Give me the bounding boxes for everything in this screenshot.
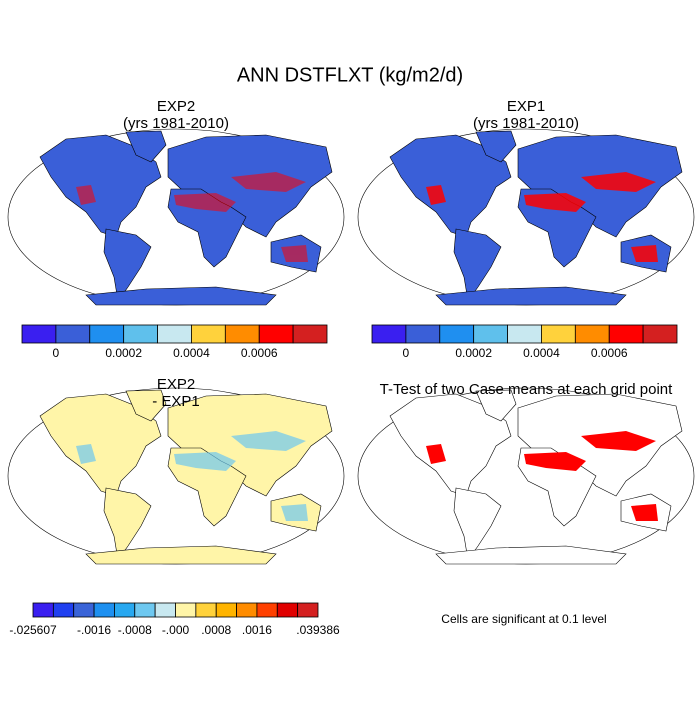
colorbar-label: 0.0006 — [241, 346, 278, 360]
colorbar-label: -.000 — [162, 623, 190, 637]
colorbar-box — [371, 324, 407, 344]
colorbar-box — [473, 324, 508, 344]
colorbar-box — [405, 324, 441, 344]
colorbar-box — [439, 324, 475, 344]
colorbar-box — [134, 602, 156, 618]
colorbar-box — [276, 602, 299, 618]
colorbar-label: -.025607 — [9, 623, 57, 637]
colorbar-label: 0.0006 — [591, 346, 628, 360]
colorbar-label: -.0008 — [118, 623, 152, 637]
colorbar-label: .039386 — [296, 623, 340, 637]
colorbar-box — [256, 602, 278, 618]
colorbar-box — [52, 602, 75, 618]
panel-subtitle: - EXP1 — [152, 393, 200, 410]
map-difference — [7, 387, 345, 565]
panel-subtitle: (yrs 1981-2010) — [473, 115, 579, 132]
colorbar-box — [175, 602, 197, 618]
colorbar-label: 0.0002 — [105, 346, 142, 360]
colorbar-box — [507, 324, 542, 344]
colorbar-label: 0 — [403, 346, 410, 360]
colorbar-label: .0008 — [201, 623, 231, 637]
map-ttest — [357, 387, 695, 565]
significance-note: Cells are significant at 0.1 level — [441, 612, 606, 626]
colorbar-box — [157, 324, 192, 344]
colorbar-box — [236, 602, 258, 618]
colorbar-label: -.0016 — [77, 623, 111, 637]
colorbar-label: 0 — [53, 346, 60, 360]
colorbar-box — [292, 324, 328, 344]
colorbar-box — [73, 602, 95, 618]
colorbar-box — [154, 602, 176, 618]
panel-title: EXP2 — [157, 376, 195, 393]
colorbar-box — [541, 324, 576, 344]
colorbar-box — [195, 602, 217, 618]
panel-subtitle: (yrs 1981-2010) — [123, 115, 229, 132]
figure-title: ANN DSTFLXT (kg/m2/d) — [237, 64, 463, 86]
panel-title: T-Test of two Case means at each grid po… — [380, 381, 673, 398]
colorbar-box — [215, 602, 237, 618]
colorbar-label: .0016 — [242, 623, 272, 637]
colorbar-box — [93, 602, 115, 618]
colorbar-box — [114, 602, 136, 618]
colorbar-label: 0.0004 — [523, 346, 560, 360]
colorbar-box — [89, 324, 125, 344]
map-exp1 — [357, 128, 695, 306]
panel-title: EXP2 — [157, 98, 195, 115]
colorbar-box — [191, 324, 226, 344]
colorbar-box — [297, 602, 319, 618]
colorbar-box — [642, 324, 678, 344]
colorbar-box — [123, 324, 158, 344]
map-exp2 — [7, 128, 345, 306]
panel-title: EXP1 — [507, 98, 545, 115]
colorbar-label: 0.0004 — [173, 346, 210, 360]
colorbar-box — [574, 324, 610, 344]
colorbar-box — [55, 324, 91, 344]
colorbar-label: 0.0002 — [455, 346, 492, 360]
colorbar-box — [258, 324, 294, 344]
colorbar-box — [32, 602, 54, 618]
colorbar-box — [21, 324, 57, 344]
colorbar-box — [224, 324, 260, 344]
colorbar-box — [608, 324, 644, 344]
